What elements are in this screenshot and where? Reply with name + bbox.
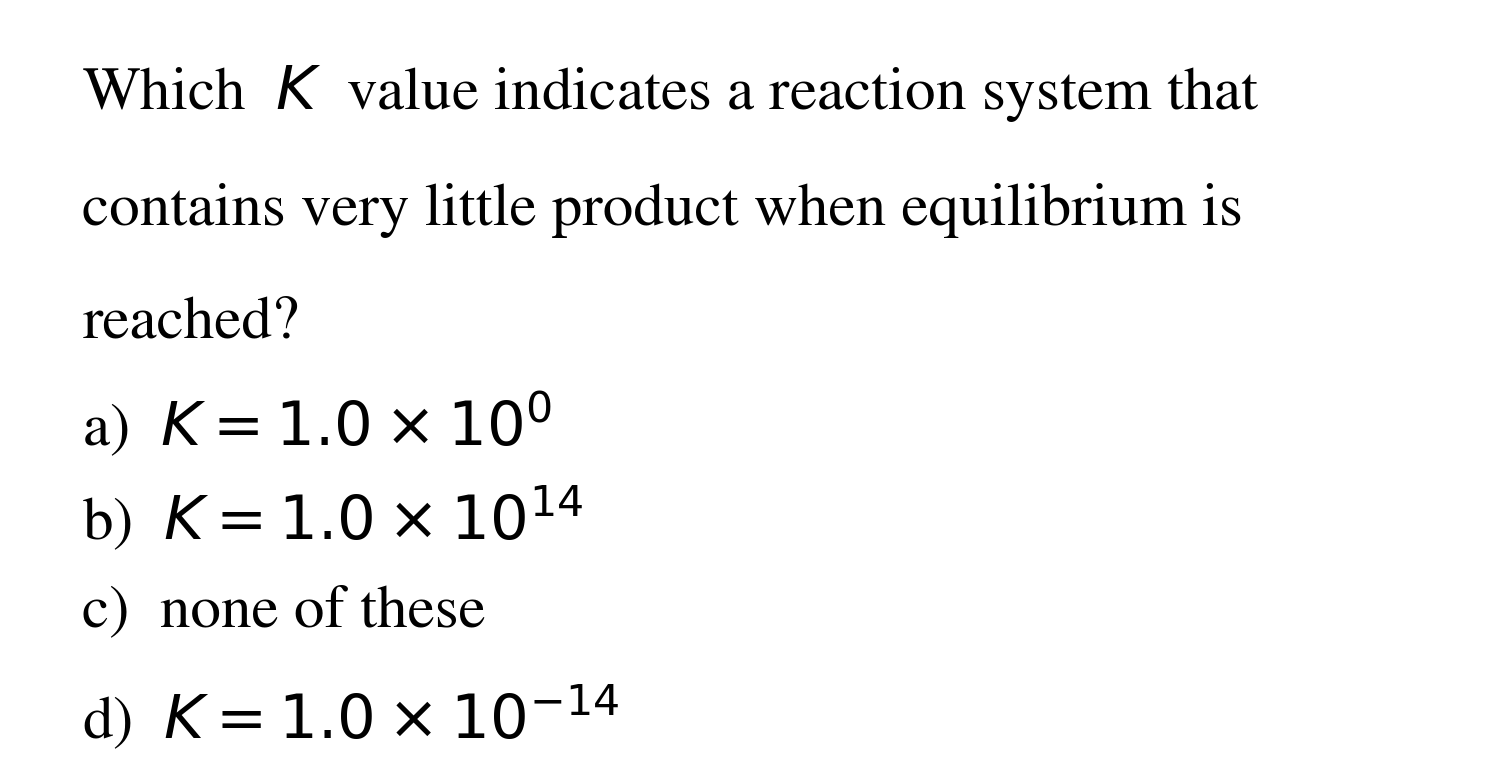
Text: b)  $\mathit{K} = 1.0 \times 10^{14}$: b) $\mathit{K} = 1.0 \times 10^{14}$ — [82, 484, 584, 553]
Text: a)  $\mathit{K} = 1.0 \times 10^{0}$: a) $\mathit{K} = 1.0 \times 10^{0}$ — [82, 391, 552, 459]
Text: contains very little product when equilibrium is: contains very little product when equili… — [82, 183, 1243, 238]
Text: c)  none of these: c) none of these — [82, 585, 486, 640]
Text: reached?: reached? — [82, 296, 300, 351]
Text: Which  $\mathit{K}$  value indicates a reaction system that: Which $\mathit{K}$ value indicates a rea… — [82, 63, 1260, 124]
Text: d)  $\mathit{K} = 1.0 \times 10^{-14}$: d) $\mathit{K} = 1.0 \times 10^{-14}$ — [82, 683, 620, 752]
